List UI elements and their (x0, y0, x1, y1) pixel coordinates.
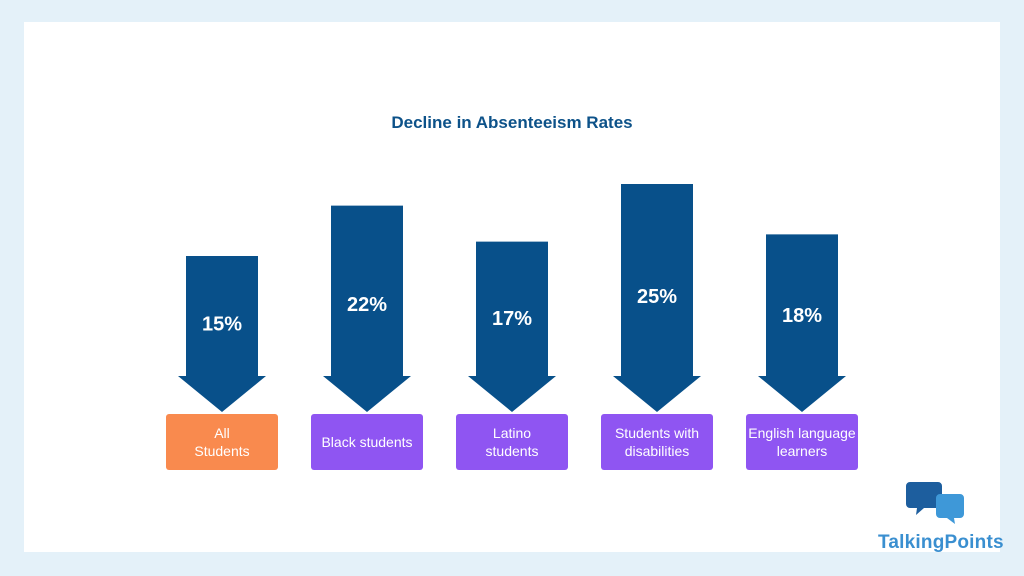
value-label: 15% (202, 313, 242, 335)
category-label: Black students (321, 434, 412, 450)
value-label: 18% (782, 305, 822, 327)
absenteeism-chart: Decline in Absenteeism Rates 15% All Stude… (166, 113, 858, 470)
arrow-bar (178, 256, 266, 412)
category-box (746, 414, 858, 470)
chart-card: Decline in Absenteeism Rates 15% All Stude… (24, 22, 1000, 552)
category-box (166, 414, 278, 470)
category-label: English language learners (748, 425, 856, 459)
category-box (601, 414, 713, 470)
chart-title: Decline in Absenteeism Rates (391, 113, 632, 132)
arrow-bar (758, 234, 846, 412)
category-label: Students with disabilities (615, 425, 699, 459)
value-label: 25% (637, 286, 677, 308)
arrow-bar (613, 184, 701, 412)
arrow-bar (323, 205, 411, 412)
category-box (311, 414, 423, 470)
value-label: 17% (492, 308, 532, 330)
category-label: Latino students (486, 425, 539, 459)
brand-name: TalkingPoints (878, 532, 1004, 553)
value-label: 22% (347, 294, 387, 316)
speech-bubbles-icon (906, 482, 964, 524)
category-label: All Students (194, 425, 249, 459)
category-box (456, 414, 568, 470)
arrow-bar (468, 241, 556, 412)
